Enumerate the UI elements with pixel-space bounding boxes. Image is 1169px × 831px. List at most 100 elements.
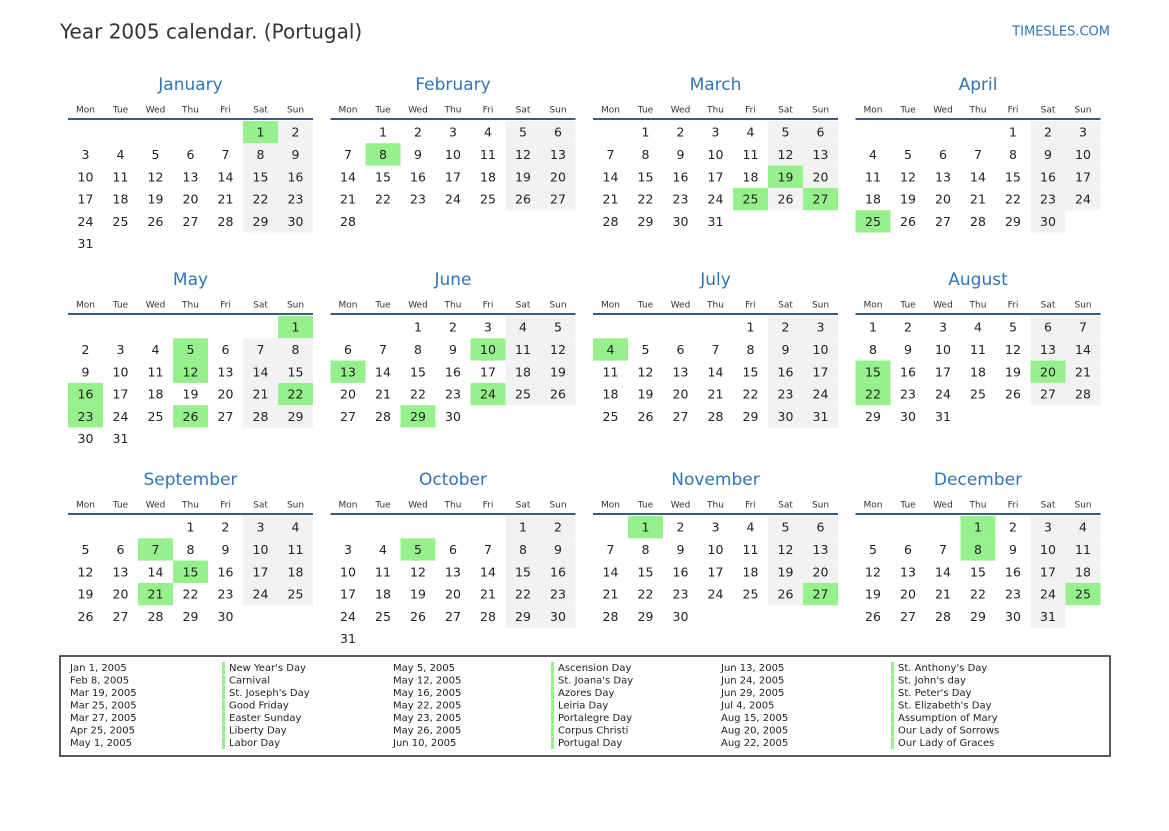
day-number: 30 — [78, 431, 94, 446]
weekday-label: Sat — [516, 301, 531, 311]
day-number: 1 — [642, 125, 650, 140]
holiday-name: St. John's day — [898, 676, 966, 687]
day-number: 21 — [603, 192, 619, 207]
day-number: 17 — [113, 387, 129, 402]
day-number: 17 — [480, 364, 496, 379]
weekend-shade — [768, 338, 803, 361]
day-number: 28 — [218, 214, 234, 229]
day-number: 30 — [673, 609, 689, 624]
day-number: 21 — [218, 192, 234, 207]
day-number: 2 — [1044, 125, 1052, 140]
holiday-highlight — [768, 165, 803, 188]
weekend-shade — [505, 121, 541, 144]
day-number: 1 — [519, 520, 527, 535]
day-number: 7 — [222, 147, 230, 162]
weekday-label: Sat — [253, 106, 268, 116]
page-title: Year 2005 calendar. (Portugal) — [59, 20, 362, 44]
day-number: 16 — [1040, 169, 1056, 184]
day-number: 14 — [1075, 342, 1091, 357]
day-number: 31 — [708, 214, 724, 229]
day-number: 8 — [1009, 147, 1017, 162]
day-number: 29 — [638, 214, 654, 229]
day-number: 29 — [253, 214, 269, 229]
weekday-label: Sun — [287, 301, 304, 311]
weekday-label: Tue — [899, 301, 916, 311]
day-number: 18 — [743, 564, 759, 579]
day-number: 22 — [1005, 192, 1021, 207]
month-name: December — [934, 470, 1022, 490]
weekday-label: Tue — [899, 501, 916, 511]
day-number: 25 — [515, 387, 531, 402]
day-number: 7 — [257, 342, 265, 357]
weekend-shade — [1065, 516, 1101, 539]
weekend-shade — [540, 382, 576, 406]
day-number: 12 — [778, 147, 794, 162]
day-number: 25 — [148, 409, 164, 424]
day-number: 7 — [607, 542, 615, 557]
day-number: 13 — [935, 169, 951, 184]
weekday-label: Sun — [812, 501, 829, 511]
day-number: 4 — [152, 342, 160, 357]
holiday-date: Jun 13, 2005 — [720, 663, 784, 674]
weekend-shade — [505, 538, 541, 561]
day-number: 11 — [865, 169, 881, 184]
day-number: 30 — [550, 609, 566, 624]
day-number: 28 — [603, 609, 619, 624]
day-number: 8 — [869, 342, 877, 357]
day-number: 3 — [344, 542, 352, 557]
weekday-label: Thu — [181, 301, 199, 311]
day-number: 13 — [218, 364, 234, 379]
day-number: 19 — [550, 364, 566, 379]
weekend-shade — [1065, 165, 1101, 188]
day-number: 29 — [970, 609, 986, 624]
holiday-name: St. Joseph's Day — [229, 688, 310, 699]
weekend-shade — [768, 360, 803, 383]
weekend-shade — [1030, 121, 1066, 144]
day-number: 23 — [673, 192, 689, 207]
day-number: 10 — [253, 542, 269, 557]
day-number: 24 — [708, 587, 724, 602]
day-number: 14 — [935, 564, 951, 579]
day-number: 10 — [935, 342, 951, 357]
day-number: 13 — [183, 169, 199, 184]
legend-box — [59, 655, 1111, 757]
holiday-name: Portalegre Day — [558, 713, 632, 724]
holiday-name: St. Peter's Day — [898, 688, 972, 699]
day-number: 19 — [410, 587, 426, 602]
day-number: 6 — [677, 342, 685, 357]
day-number: 1 — [414, 320, 422, 335]
day-number: 25 — [743, 587, 759, 602]
weekday-label: Fri — [1008, 501, 1019, 511]
day-number: 6 — [939, 147, 947, 162]
day-number: 4 — [869, 147, 877, 162]
day-number: 26 — [778, 587, 794, 602]
day-number: 15 — [375, 169, 391, 184]
day-number: 12 — [1005, 342, 1021, 357]
weekday-label: Sat — [1041, 501, 1056, 511]
day-number: 18 — [148, 387, 164, 402]
holiday-highlight — [1065, 582, 1101, 606]
day-number: 28 — [375, 409, 391, 424]
day-number: 23 — [778, 387, 794, 402]
holiday-date: Jul 4, 2005 — [720, 701, 774, 712]
day-number: 11 — [970, 342, 986, 357]
holiday-name: Portugal Day — [558, 738, 622, 749]
holiday-marker — [891, 699, 894, 712]
weekday-label: Mon — [601, 501, 620, 511]
holiday-highlight — [960, 516, 996, 539]
day-number: 2 — [222, 520, 230, 535]
weekday-label: Sat — [253, 301, 268, 311]
day-number: 7 — [974, 147, 982, 162]
day-number: 1 — [187, 520, 195, 535]
weekday-label: Wed — [408, 501, 428, 511]
day-number: 1 — [1009, 125, 1017, 140]
day-number: 14 — [603, 564, 619, 579]
day-number: 12 — [515, 147, 531, 162]
weekend-shade — [540, 360, 576, 383]
holiday-highlight — [733, 187, 768, 211]
weekday-label: Mon — [601, 106, 620, 116]
day-number: 24 — [445, 192, 461, 207]
day-number: 27 — [935, 214, 951, 229]
weekend-shade — [803, 382, 838, 406]
month-name: January — [157, 75, 222, 95]
